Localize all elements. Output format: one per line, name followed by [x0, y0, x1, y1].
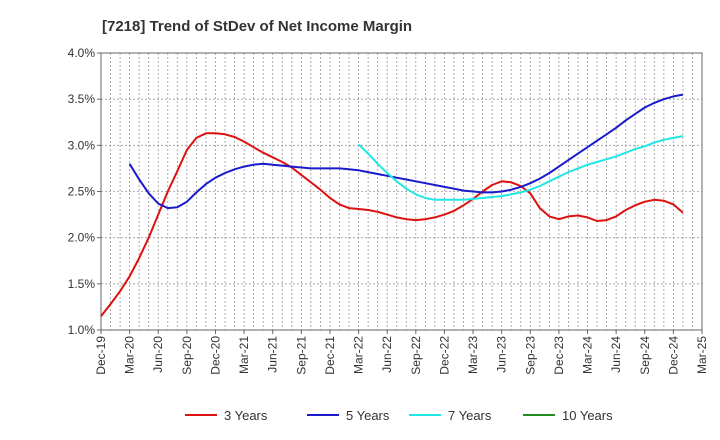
x-tick-label: Sep-23 [523, 336, 537, 375]
chart-title: [7218] Trend of StDev of Net Income Marg… [102, 18, 412, 35]
x-tick-label: Mar-20 [123, 336, 137, 374]
x-tick-label: Mar-25 [695, 336, 709, 374]
x-tick-label: Mar-24 [581, 336, 595, 374]
legend: 3 Years 5 Years 7 Years 10 Years [185, 408, 613, 423]
x-tick-label: Mar-21 [237, 336, 251, 374]
x-tick-label: Dec-23 [552, 336, 566, 375]
x-tick-label: Sep-22 [409, 336, 423, 375]
x-tick-label: Dec-24 [666, 336, 680, 375]
y-tick-label: 1.5% [68, 277, 96, 291]
y-tick-label: 4.0% [68, 46, 96, 60]
legend-label-10-years: 10 Years [562, 408, 613, 423]
x-tick-label: Jun-24 [609, 336, 623, 373]
x-tick-label: Sep-21 [294, 336, 308, 375]
x-tick-label: Dec-22 [437, 336, 451, 375]
y-tick-label: 1.0% [68, 323, 96, 337]
x-tick-label: Mar-23 [466, 336, 480, 374]
x-tick-label: Sep-20 [180, 336, 194, 375]
x-tick-label: Dec-19 [94, 336, 108, 375]
x-tick-label: Jun-20 [151, 336, 165, 373]
x-tick-label: Sep-24 [638, 336, 652, 375]
legend-label-3-years: 3 Years [224, 408, 268, 423]
y-tick-label: 3.5% [68, 92, 96, 106]
legend-label-7-years: 7 Years [448, 408, 492, 423]
y-tick-label: 2.5% [68, 185, 96, 199]
series-line-7-years [357, 135, 684, 201]
x-tick-label: Jun-23 [495, 336, 509, 373]
series-line-5-years [128, 93, 684, 210]
grid [101, 53, 702, 330]
x-axis: Dec-19 Mar-20 Jun-20 Sep-20 Dec-20 Mar-21 Jun-… [94, 330, 709, 375]
x-tick-label: Dec-20 [208, 336, 222, 375]
series-line-3-years [100, 132, 684, 317]
x-tick-label: Mar-22 [352, 336, 366, 374]
legend-label-5-years: 5 Years [346, 408, 390, 423]
x-tick-label: Dec-21 [323, 336, 337, 375]
x-tick-label: Jun-21 [266, 336, 280, 373]
series-lines [100, 93, 684, 317]
y-axis: 1.0% 1.5% 2.0% 2.5% 3.0% 3.5% 4.0% [68, 46, 101, 337]
y-tick-label: 2.0% [68, 231, 96, 245]
x-tick-label: Jun-22 [380, 336, 394, 373]
y-tick-label: 3.0% [68, 138, 96, 152]
